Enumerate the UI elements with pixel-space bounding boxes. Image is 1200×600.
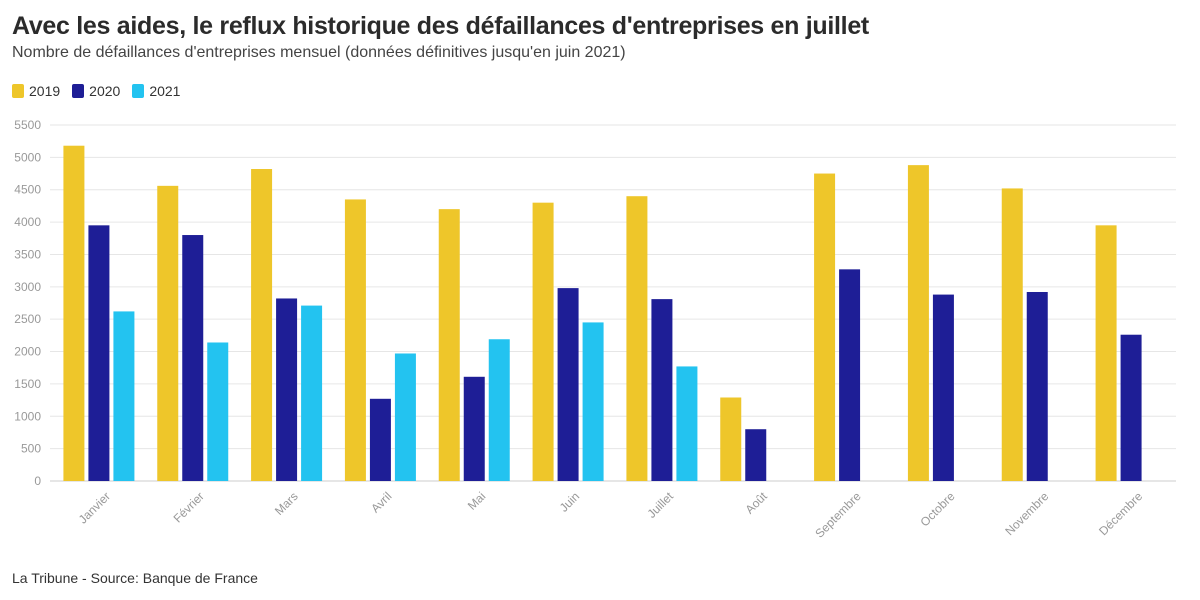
bar-2021 [394, 353, 416, 481]
y-tick-label: 5000 [14, 150, 41, 164]
bar-2019 [814, 173, 836, 481]
bar-2019 [157, 185, 179, 482]
bar-chart: 0 500 1000 1500 2000 2500 3000 3500 4000 4500 5000… [14, 118, 1176, 541]
y-tick-label: 4000 [14, 215, 41, 229]
chart-subtitle: Nombre de défaillances d'entreprises men… [12, 44, 626, 61]
bar-2019 [907, 165, 929, 481]
legend-label-2019: 2019 [29, 83, 61, 99]
bar-2019 [438, 209, 460, 482]
bar-2020 [182, 235, 204, 481]
bar-2019 [1095, 225, 1117, 481]
bar-2020 [1026, 291, 1048, 481]
legend: 2019 2020 2021 [12, 83, 192, 99]
source-note: La Tribune - Source: Banque de France [12, 570, 258, 586]
bar-2021 [582, 322, 604, 481]
bar-2021 [207, 342, 229, 481]
x-tick-label: Avril [368, 489, 394, 515]
bar-2021 [676, 366, 698, 481]
legend-item-2019[interactable]: 2019 [12, 83, 60, 99]
bar-2021 [301, 305, 323, 481]
y-tick-label: 0 [34, 474, 41, 488]
y-tick-label: 2500 [14, 312, 41, 326]
bar-2020 [88, 225, 110, 481]
bar-2020 [1120, 334, 1142, 481]
x-tick-label: Juillet [644, 489, 676, 521]
y-tick-label: 4500 [14, 183, 41, 197]
bar-2021 [113, 311, 135, 481]
legend-swatch-2020 [72, 84, 85, 98]
bar-2019 [626, 196, 648, 481]
legend-label-2020: 2020 [89, 83, 121, 99]
bar-2019 [532, 202, 554, 481]
y-tick-label: 1000 [14, 409, 41, 423]
y-tick-label: 3000 [14, 280, 41, 294]
x-tick-label: Septembre [812, 489, 864, 541]
bar-2020 [651, 299, 673, 481]
legend-swatch-2021 [132, 84, 145, 98]
legend-label-2021: 2021 [149, 83, 181, 99]
x-tick-label: Janvier [76, 489, 113, 526]
x-tick-label: Mai [465, 489, 489, 513]
x-tick-label: Juin [557, 489, 582, 514]
x-tick-label: Février [171, 489, 207, 525]
bar-2020 [369, 398, 391, 481]
bar-2019 [63, 145, 85, 482]
bar-2020 [463, 376, 485, 481]
y-tick-label: 1500 [14, 377, 41, 391]
y-tick-label: 500 [21, 442, 41, 456]
y-tick-label: 3500 [14, 247, 41, 261]
legend-swatch-2019 [12, 84, 24, 98]
legend-item-2020[interactable]: 2020 [72, 83, 120, 99]
bar-2020 [745, 429, 767, 481]
bar-2020 [932, 294, 954, 481]
x-tick-label: Novembre [1002, 489, 1051, 538]
bar-2019 [720, 397, 742, 481]
y-tick-label: 2000 [14, 345, 41, 359]
legend-item-2021[interactable]: 2021 [132, 83, 180, 99]
bar-2020 [557, 288, 579, 481]
x-tick-label: Octobre [917, 489, 957, 529]
y-tick-label: 5500 [14, 118, 41, 132]
bar-2019 [1001, 188, 1023, 481]
bar-2019 [251, 169, 273, 482]
bar-2021 [488, 339, 510, 481]
x-tick-label: Mars [272, 489, 301, 518]
bar-2019 [344, 199, 366, 481]
x-tick-label: Décembre [1096, 489, 1145, 538]
bar-2020 [839, 269, 861, 481]
bar-2020 [276, 298, 298, 481]
x-tick-label: Août [743, 489, 771, 517]
chart-title: Avec les aides, le reflux historique des… [12, 12, 869, 40]
